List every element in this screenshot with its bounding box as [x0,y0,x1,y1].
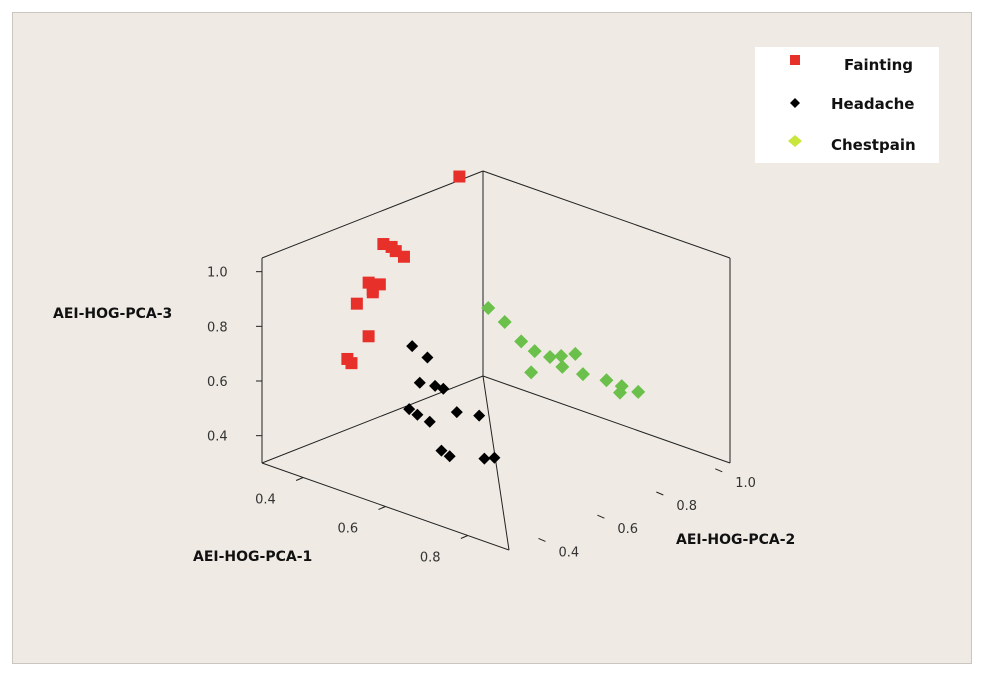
x-tick-mark [378,506,386,510]
x-tick-label: 0.4 [255,493,276,508]
back-wall-floor-right [482,375,731,464]
legend-label-fainting: Fainting [844,56,913,74]
legend-label-headache: Headache [831,95,914,113]
chart-frame: 0.4 0.6 0.8 1.0 0.4 0.6 0.8 0.4 0.6 0.8 1.0 AEI-HO… [12,12,972,664]
z-tick-label: 0.6 [207,375,228,390]
legend-marker-chestpain [788,135,802,147]
back-wall-top-left [261,170,484,259]
data-point-headache [421,351,434,364]
data-point-chestpain [514,334,529,349]
data-point-chestpain [599,373,614,388]
data-point-chestpain [524,365,539,380]
data-point-fainting [350,297,363,310]
legend-marker-headache [790,98,800,108]
x-tick-mark [295,477,304,481]
data-point-chestpain [575,367,590,382]
data-point-chestpain [527,344,542,359]
floor-edge-back [482,375,510,551]
data-point-headache [423,415,436,428]
z-tick-label: 1.0 [207,266,228,281]
y-axis-title: AEI-HOG-PCA-2 [676,532,795,548]
data-point-headache [437,382,450,395]
data-point-headache [435,444,448,457]
scatter-3d-chart: 0.4 0.6 0.8 1.0 0.4 0.6 0.8 0.4 0.6 0.8 1.0 AEI-HO… [53,47,939,566]
back-wall-top-right [482,170,731,259]
data-point-fainting [366,286,379,299]
data-point-chestpain [481,300,496,315]
z-axis-title: AEI-HOG-PCA-3 [53,306,172,322]
x-tick-label: 0.8 [420,551,441,566]
data-point-chestpain [555,359,570,374]
data-point-fainting [453,170,466,183]
data-point-chestpain [612,385,627,400]
y-tick-label: 1.0 [735,476,756,491]
legend-label-chestpain: Chestpain [831,136,916,154]
data-point-headache [443,450,456,463]
data-point-headache [411,408,424,421]
y-tick-label: 0.8 [676,499,697,514]
floor-edge-right [261,375,484,464]
y-tick-label: 0.4 [558,545,579,560]
data-point-chestpain [554,349,569,364]
y-tick-label: 0.6 [617,522,638,537]
data-point-headache [403,403,416,416]
data-point-headache [488,451,501,464]
x-axis-title: AEI-HOG-PCA-1 [193,549,312,565]
z-tick-label: 0.8 [207,320,228,335]
axis-ticks: 0.4 0.6 0.8 1.0 0.4 0.6 0.8 0.4 0.6 0.8 1.0 [207,266,756,566]
legend-box [755,47,939,163]
legend-marker-fainting [790,55,800,65]
data-points [341,170,646,465]
data-point-headache [473,409,486,422]
data-point-chestpain [631,384,646,399]
y-tick-mark [715,468,723,473]
y-tick-mark [597,514,605,519]
data-point-headache [406,340,419,353]
data-point-fainting [362,330,375,343]
data-point-headache [413,376,426,389]
data-point-headache [450,406,463,419]
data-point-fainting [397,250,410,263]
y-tick-mark [538,537,546,542]
data-point-chestpain [568,346,583,361]
legend: Fainting Headache Chestpain [755,47,939,163]
x-tick-mark [460,535,469,539]
data-point-chestpain [497,314,512,329]
data-point-headache [478,452,491,465]
y-tick-mark [656,491,664,496]
data-point-fainting [345,357,358,370]
z-tick-label: 0.4 [207,430,228,445]
x-tick-label: 0.6 [338,522,359,537]
data-point-chestpain [542,350,557,365]
